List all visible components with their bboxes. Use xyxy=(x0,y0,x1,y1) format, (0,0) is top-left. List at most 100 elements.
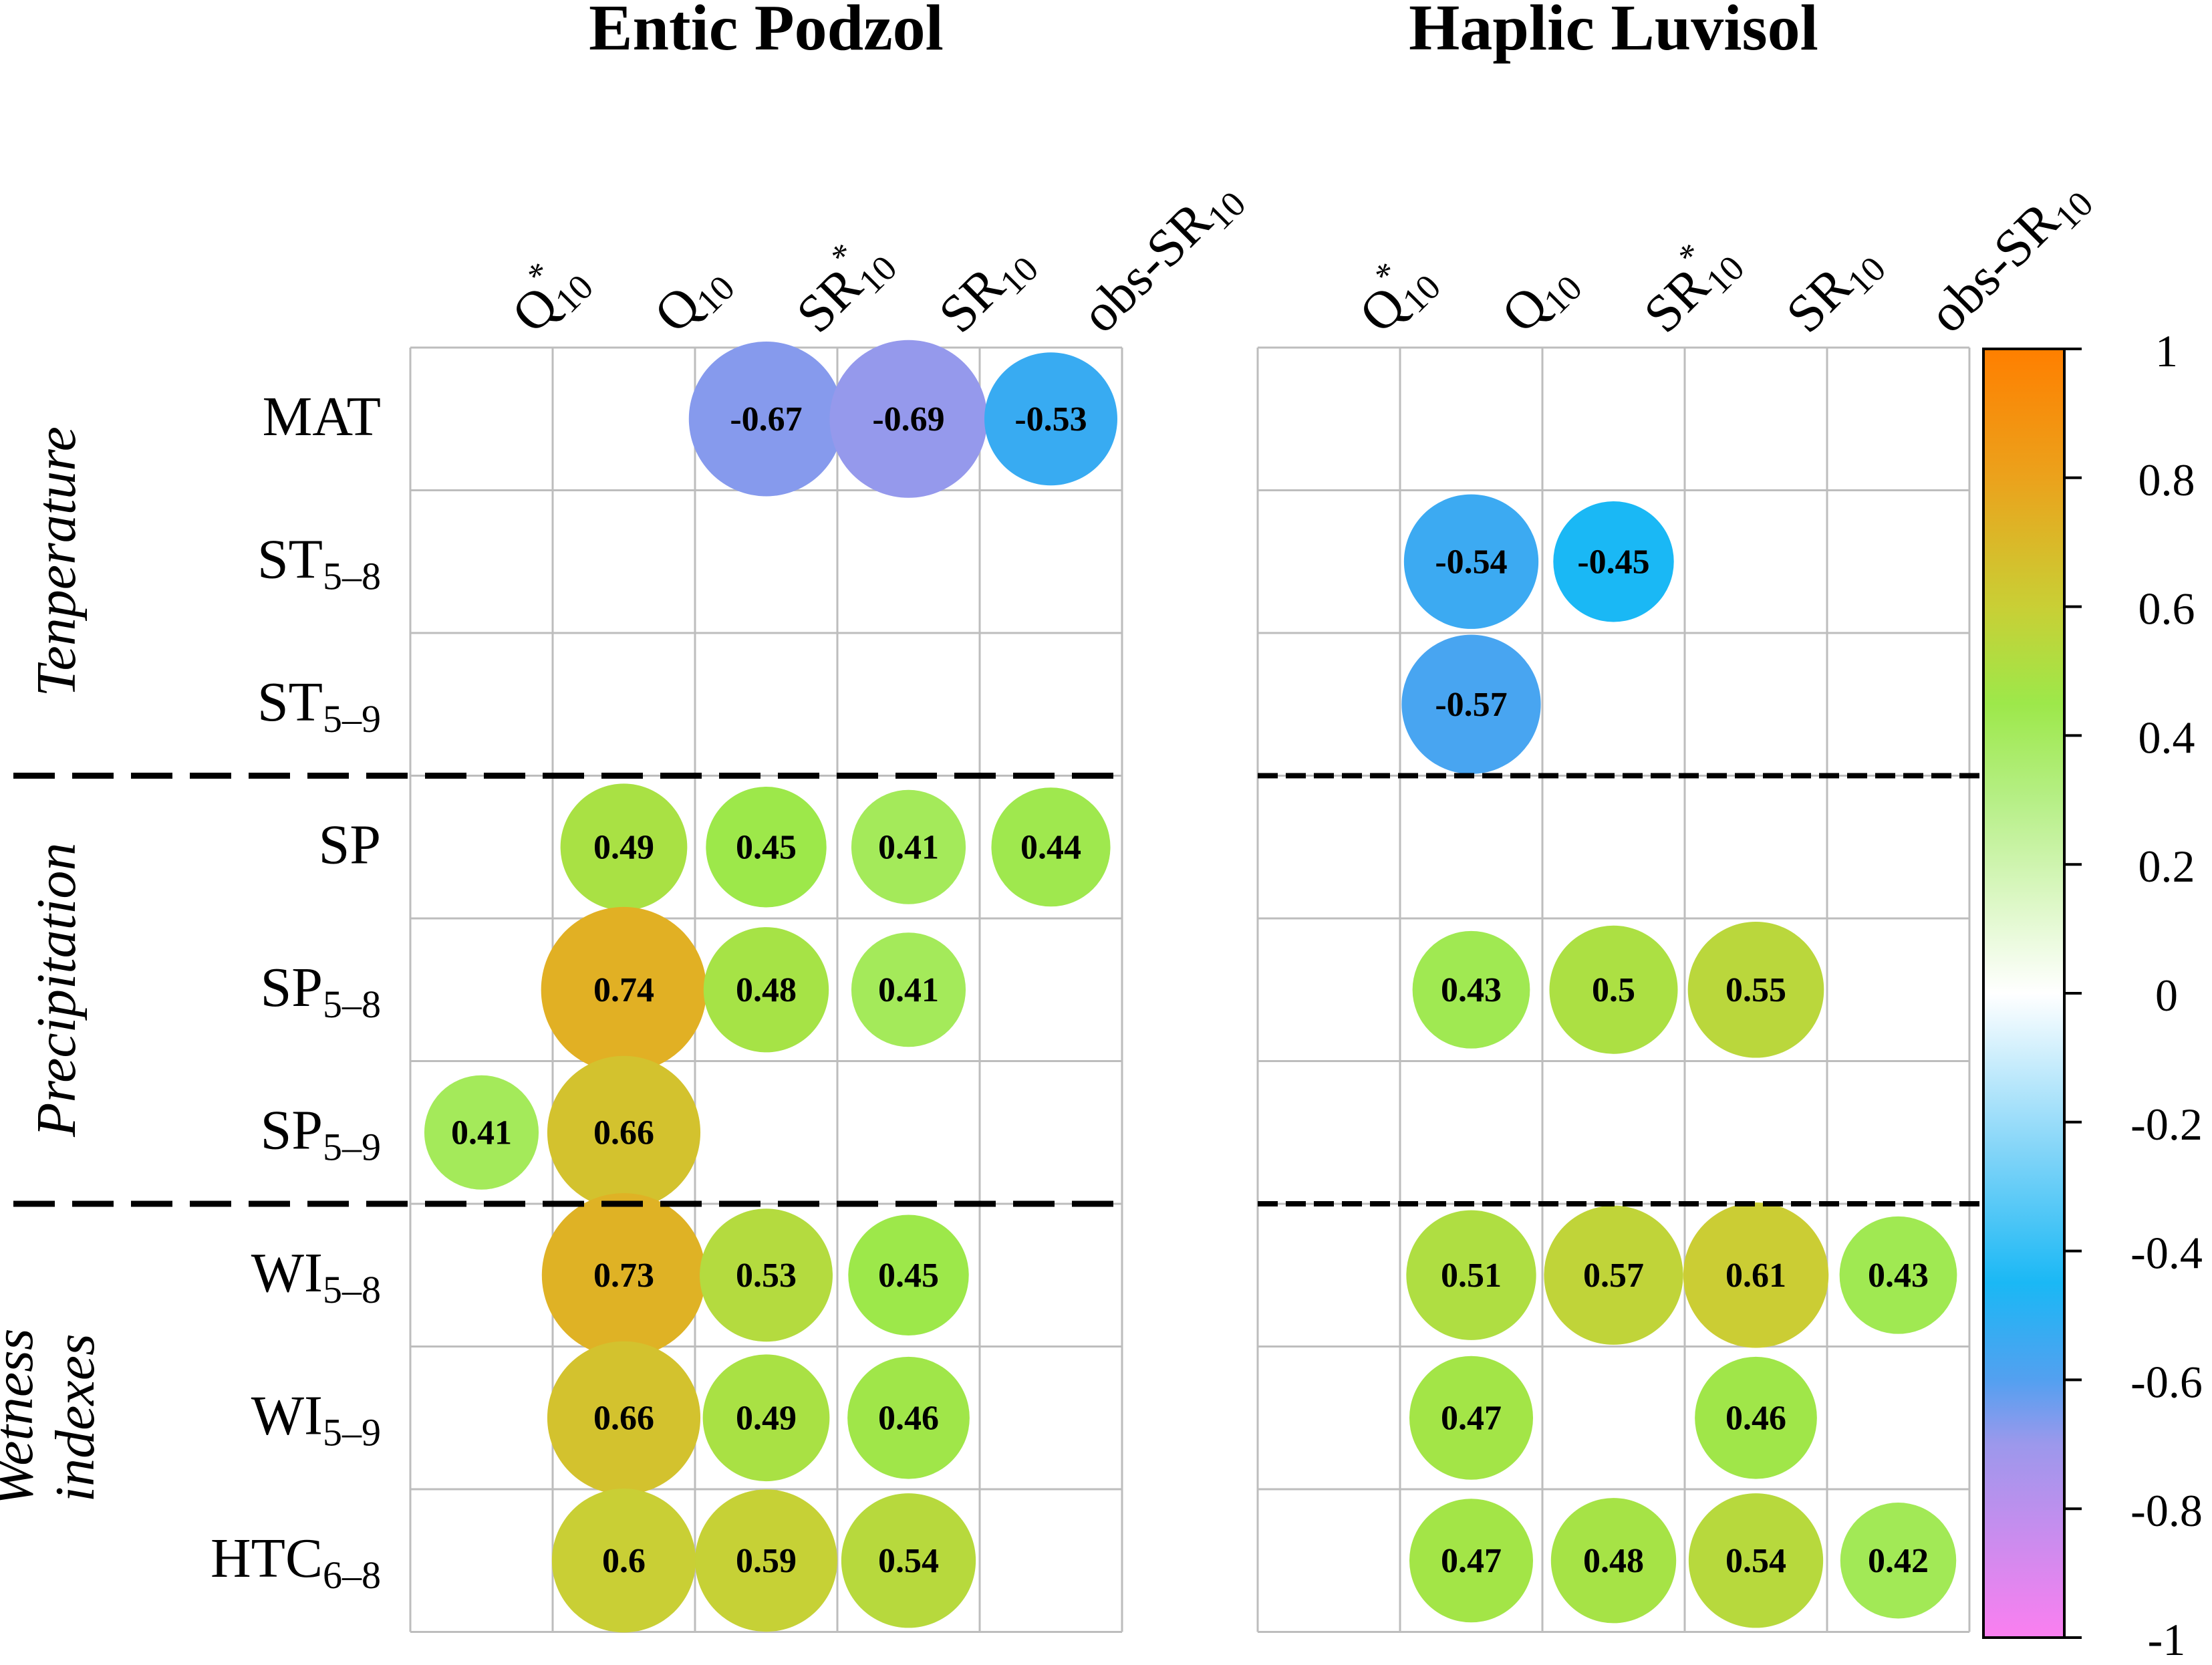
column-label: SR*10 xyxy=(1625,222,1752,349)
bubble-circle xyxy=(547,1341,701,1495)
column-label: Q10 xyxy=(1491,249,1590,348)
bubble-circle xyxy=(847,1356,970,1479)
panel-2: Haplic Luvisol Q*10 Q10 SR*10 SR10 obs-SR10 -0… xyxy=(1256,0,2101,1633)
bubble: 0.49 xyxy=(702,1354,830,1482)
bubble-value: 0.47 xyxy=(1441,1542,1502,1580)
bubble-circle xyxy=(984,352,1117,486)
panel-title: Haplic Luvisol xyxy=(1409,0,1818,64)
bubble-circle xyxy=(991,787,1111,907)
bubble-value: -0.67 xyxy=(730,400,802,438)
bubble: 0.51 xyxy=(1406,1210,1536,1340)
group-label: Tenperature xyxy=(25,426,88,696)
bubble: 0.47 xyxy=(1409,1356,1534,1480)
bubble: 0.44 xyxy=(991,787,1111,907)
bubble-value: -0.69 xyxy=(872,400,944,438)
group-label: indexes xyxy=(44,1333,106,1502)
bubble-circle xyxy=(1688,1493,1824,1628)
bubble: 0.53 xyxy=(700,1208,833,1342)
colorbar-tick-label: -0.4 xyxy=(2130,1228,2203,1279)
bubble: -0.57 xyxy=(1401,634,1541,774)
bubble-circle xyxy=(1687,921,1824,1058)
bubble-value: 0.55 xyxy=(1725,971,1786,1009)
bubble: 0.41 xyxy=(851,932,966,1047)
bubble-circle xyxy=(851,932,966,1047)
colorbar: 1 0.8 0.6 0.4 0.2 0 -0.2 -0.4 -0.6 -0.8 -1 xyxy=(1982,326,2203,1665)
bubble-value: 0.47 xyxy=(1441,1399,1502,1437)
bubble-value: 0.61 xyxy=(1725,1257,1786,1295)
bubble: 0.66 xyxy=(547,1341,701,1495)
bubble-circle xyxy=(1695,1356,1817,1479)
panel-1: Entic Podzol Q*10 Q10 SR*10 SR10 obs-SR10 -0.6… xyxy=(13,0,1254,1633)
column-label: Q10 xyxy=(644,249,742,348)
bubble-value: 0.44 xyxy=(1020,828,1081,866)
bubble-circle xyxy=(1406,1210,1536,1340)
bubble: 0.42 xyxy=(1840,1503,1957,1619)
column-label: obs-SR10 xyxy=(1071,166,1254,349)
colorbar-tick-label: 0.6 xyxy=(2138,584,2195,634)
bubble-value: 0.53 xyxy=(736,1257,797,1295)
bubble-value: 0.43 xyxy=(1441,971,1502,1009)
bubble-circle xyxy=(1549,925,1678,1054)
bubble-circle xyxy=(551,1489,696,1633)
bubble: -0.67 xyxy=(688,342,844,497)
bubble-value: -0.54 xyxy=(1435,543,1507,581)
row-label: WI5–9 xyxy=(251,1384,381,1454)
bubble-circle xyxy=(706,787,827,908)
bubble: 0.54 xyxy=(841,1493,976,1628)
bubble-value: 0.41 xyxy=(878,971,939,1009)
bubble-circle xyxy=(1412,930,1530,1049)
bubble-value: 0.74 xyxy=(593,971,654,1009)
bubble: 0.55 xyxy=(1687,921,1824,1058)
bubble-circle xyxy=(1544,1205,1683,1345)
bubble-circle xyxy=(1403,494,1539,629)
colorbar-tick-label: -0.6 xyxy=(2130,1356,2203,1407)
bubble-circle xyxy=(702,1354,830,1482)
column-label: SR10 xyxy=(928,231,1047,349)
bubble-circle xyxy=(1550,1498,1677,1624)
bubble: 0.74 xyxy=(541,906,707,1073)
bubble: 0.45 xyxy=(848,1214,969,1335)
row-label: ST5–9 xyxy=(257,671,381,741)
bubble: 0.61 xyxy=(1683,1202,1829,1348)
column-label: SR10 xyxy=(1776,231,1894,349)
bubble-circle xyxy=(829,340,988,498)
bubble: 0.5 xyxy=(1549,925,1678,1054)
group-labels: Tenperature Precipitation Wetness indexes xyxy=(0,426,106,1507)
colorbar-tick-label: 0.2 xyxy=(2138,841,2195,892)
bubble: 0.41 xyxy=(851,789,966,904)
bubble: 0.41 xyxy=(424,1075,539,1190)
bubble: 0.47 xyxy=(1409,1499,1534,1623)
bubble: 0.54 xyxy=(1688,1493,1824,1628)
bubble: 0.73 xyxy=(541,1193,706,1358)
bubble-value: 0.6 xyxy=(602,1542,646,1580)
bubble-circle xyxy=(695,1489,837,1632)
bubble-circle xyxy=(1553,501,1674,622)
bubble-value: 0.45 xyxy=(878,1257,939,1295)
bubble: 0.43 xyxy=(1412,930,1530,1049)
bubble-value: 0.51 xyxy=(1441,1257,1502,1295)
bubble-circle xyxy=(541,1193,706,1358)
row-label: SP5–9 xyxy=(261,1099,381,1168)
colorbar-tick-label: -1 xyxy=(2148,1614,2186,1665)
group-label: Precipitation xyxy=(25,843,88,1138)
colorbar-tick-label: -0.2 xyxy=(2130,1099,2203,1150)
colorbar-tick-label: 0 xyxy=(2155,970,2178,1021)
bubble-circle xyxy=(703,927,829,1053)
bubble: -0.53 xyxy=(984,352,1117,486)
bubble-circle xyxy=(851,789,966,904)
bubble-circle xyxy=(688,342,844,497)
bubble-circle xyxy=(547,1055,701,1209)
row-labels: MAT ST5–8 ST5–9 SP SP5–8 SP5–9 WI5–8 WI5–9 HTC6–… xyxy=(211,386,381,1597)
bubble-value: 0.46 xyxy=(1725,1399,1786,1437)
bubble-circle xyxy=(841,1493,976,1628)
panel-title: Entic Podzol xyxy=(589,0,944,64)
colorbar-tick-label: 1 xyxy=(2155,326,2178,376)
bubble-circle xyxy=(1683,1202,1829,1348)
bubble: 0.49 xyxy=(560,783,688,911)
bubble-value: 0.54 xyxy=(1725,1542,1786,1580)
bubble: 0.57 xyxy=(1544,1205,1683,1345)
grid xyxy=(409,346,1123,1633)
bubble-value: 0.66 xyxy=(593,1399,654,1437)
bubble-value: 0.45 xyxy=(736,828,797,866)
bubble: 0.66 xyxy=(547,1055,701,1209)
